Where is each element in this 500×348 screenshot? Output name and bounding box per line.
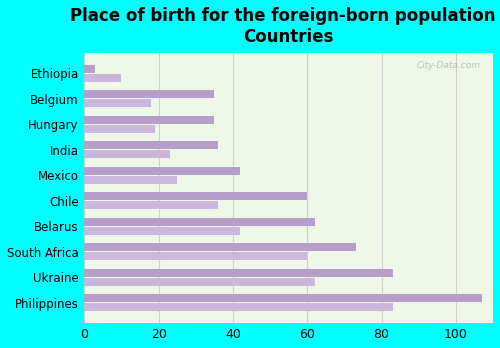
Bar [84,303,392,311]
Bar [84,218,314,226]
Bar [84,252,307,260]
Bar [84,150,170,158]
Bar [84,176,177,184]
Bar [84,201,218,209]
Bar [84,116,214,124]
Bar [84,269,392,277]
Bar [84,227,240,235]
Text: City-Data.com: City-Data.com [417,61,481,70]
Bar [84,65,96,73]
Bar [84,278,314,286]
Bar [84,141,218,149]
Bar [84,74,122,82]
Bar [84,99,151,108]
Title: Place of birth for the foreign-born population -
Countries: Place of birth for the foreign-born popu… [70,7,500,46]
Bar [84,294,482,302]
Bar [84,125,155,133]
Bar [84,243,355,251]
Bar [84,90,214,98]
Bar [84,167,240,175]
Bar [84,192,307,200]
